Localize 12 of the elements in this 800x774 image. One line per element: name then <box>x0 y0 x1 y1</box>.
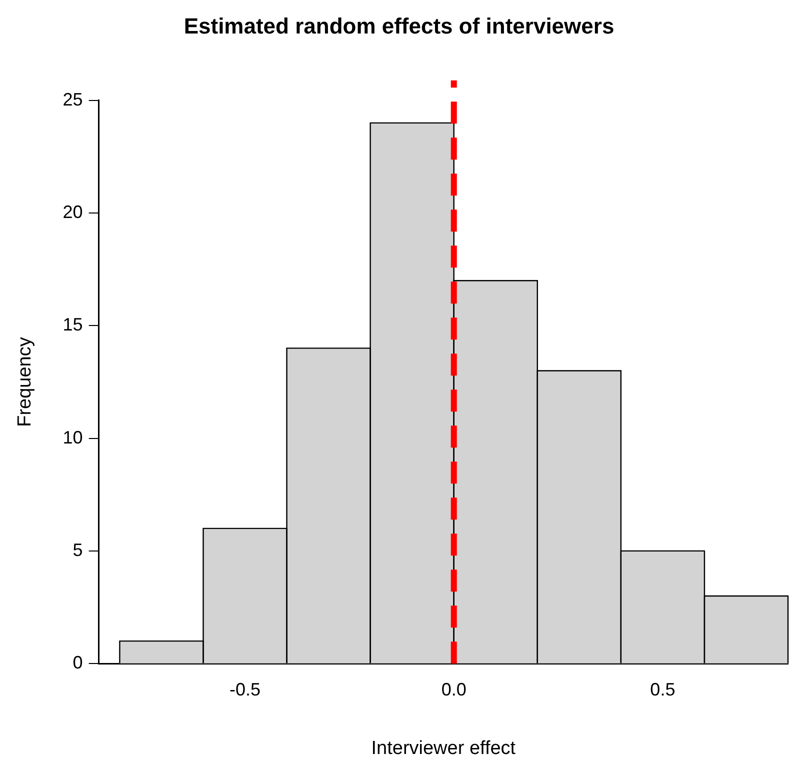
y-tick-label: 10 <box>62 427 83 448</box>
x-tick-label: 0.5 <box>650 679 676 700</box>
y-tick-label: 20 <box>62 202 83 222</box>
x-tick-label: -0.5 <box>229 679 261 700</box>
x-tick-label: 0.0 <box>441 679 466 700</box>
y-axis-title: Frequency <box>14 336 36 427</box>
y-tick-label: 5 <box>72 540 83 560</box>
chart-title: Estimated random effects of interviewers <box>184 13 614 38</box>
y-tick-label: 0 <box>72 652 83 673</box>
y-tick-label: 25 <box>62 89 83 110</box>
y-tick-label: 15 <box>62 314 83 335</box>
x-axis-title: Interviewer effect <box>371 738 516 759</box>
